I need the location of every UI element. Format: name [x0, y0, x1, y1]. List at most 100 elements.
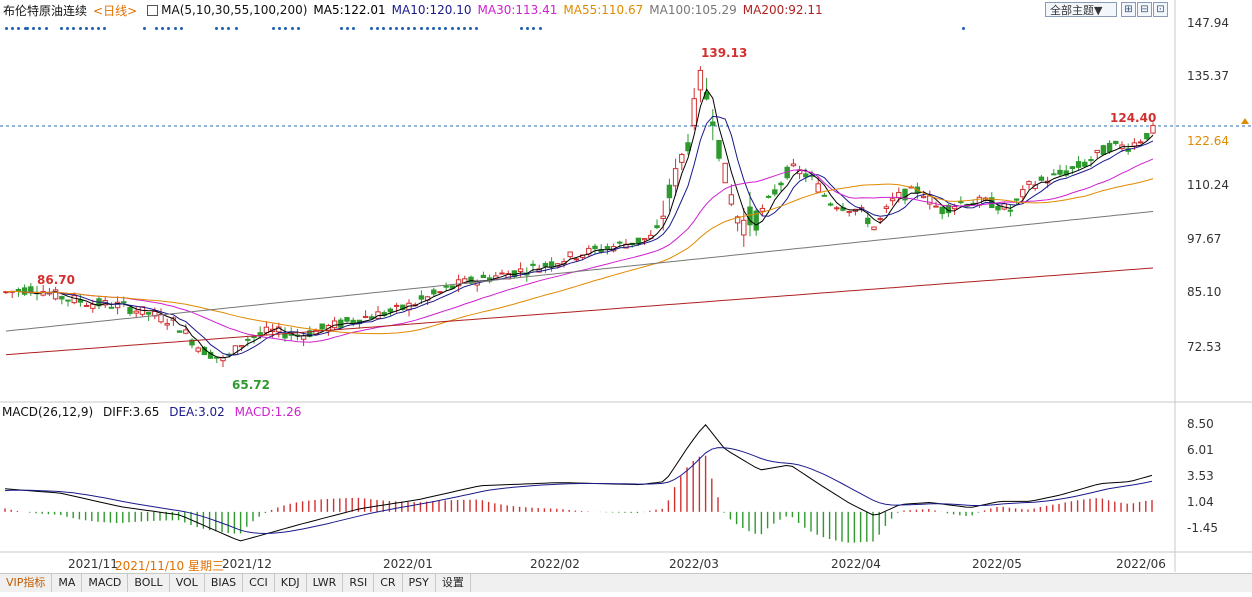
event-dot[interactable] [26, 27, 29, 30]
event-dot[interactable] [290, 27, 294, 30]
event-dot[interactable] [532, 27, 536, 30]
event-dot[interactable] [60, 27, 63, 30]
tab-vip[interactable]: VIP指标 [0, 574, 53, 592]
event-dot[interactable] [66, 27, 70, 30]
event-dot[interactable] [296, 27, 300, 30]
x-label: 2022/02 [530, 557, 580, 571]
event-dot[interactable] [78, 27, 82, 30]
macd-dea-line [4, 447, 1153, 535]
event-dot[interactable] [413, 27, 417, 30]
event-dot[interactable] [376, 27, 380, 30]
event-dot[interactable] [91, 27, 94, 30]
event-dot[interactable] [179, 27, 183, 30]
event-dot[interactable] [352, 27, 356, 30]
tab-lwr[interactable]: LWR [307, 574, 344, 592]
event-dot[interactable] [32, 27, 36, 30]
event-dot[interactable] [407, 27, 411, 30]
event-dot[interactable] [161, 27, 165, 30]
event-dot[interactable] [962, 27, 965, 30]
candle-body [437, 291, 443, 294]
layout-icon[interactable]: ⊟ [1137, 2, 1152, 17]
event-dot[interactable] [370, 27, 373, 30]
grid-view-icon[interactable]: ⊞ [1121, 2, 1136, 17]
x-label: 2022/06 [1116, 557, 1166, 571]
event-dot[interactable] [394, 27, 398, 30]
event-dot[interactable] [419, 27, 423, 30]
candle-body [710, 121, 716, 126]
theme-dropdown[interactable]: 全部主题▼ [1045, 2, 1117, 17]
event-dot[interactable] [221, 27, 225, 30]
event-dot[interactable] [173, 27, 177, 30]
event-dot[interactable] [167, 27, 171, 30]
event-dot[interactable] [227, 27, 231, 30]
event-dot[interactable] [456, 27, 460, 30]
event-dot[interactable] [23, 27, 27, 30]
candle-body [672, 168, 679, 187]
tab-boll[interactable]: BOLL [128, 574, 170, 592]
candle-body [65, 299, 71, 302]
event-dot[interactable] [84, 27, 88, 30]
event-dot[interactable] [235, 27, 238, 30]
tab-bias[interactable]: BIAS [205, 574, 244, 592]
event-dot[interactable] [11, 27, 15, 30]
event-dot[interactable] [72, 27, 76, 30]
event-dot[interactable] [17, 27, 21, 30]
candle-body [114, 301, 121, 309]
candle-body [189, 339, 195, 346]
event-dot[interactable] [538, 27, 542, 30]
event-dot[interactable] [388, 27, 392, 30]
tab-kdj[interactable]: KDJ [275, 574, 307, 592]
event-dot[interactable] [284, 27, 288, 30]
candle-body [1007, 209, 1014, 212]
tab-cci[interactable]: CCI [243, 574, 275, 592]
event-dot[interactable] [475, 27, 479, 30]
event-dot[interactable] [526, 27, 530, 30]
event-dot[interactable] [143, 27, 146, 30]
tab-ma[interactable]: MA [52, 574, 83, 592]
event-dot[interactable] [272, 27, 275, 30]
tab-settings[interactable]: 设置 [436, 574, 471, 592]
event-dot[interactable] [38, 27, 42, 30]
event-dot[interactable] [5, 27, 8, 30]
ma-checkbox-icon[interactable] [147, 4, 159, 16]
candle-body [877, 217, 883, 220]
event-dot[interactable] [463, 27, 466, 30]
tab-cr[interactable]: CR [374, 574, 403, 592]
event-dot[interactable] [450, 27, 454, 30]
event-dot[interactable] [382, 27, 386, 30]
event-dot[interactable] [278, 27, 282, 30]
ma55-value: MA55:110.67 [563, 3, 644, 17]
event-dot[interactable] [103, 27, 107, 30]
event-dot[interactable] [438, 27, 442, 30]
event-dot[interactable] [155, 27, 158, 30]
ma100-line [5, 210, 1154, 332]
event-dot[interactable] [401, 27, 404, 30]
candle-body [871, 226, 877, 231]
price-tick: 97.67 [1187, 232, 1221, 246]
event-dot[interactable] [520, 27, 523, 30]
event-dot[interactable] [97, 27, 101, 30]
event-dot[interactable] [346, 27, 350, 30]
event-dot[interactable] [432, 27, 435, 30]
candle-body [691, 98, 697, 126]
tab-rsi[interactable]: RSI [343, 574, 375, 592]
event-dot[interactable] [215, 27, 218, 30]
tab-psy[interactable]: PSY [403, 574, 436, 592]
candle-body [3, 291, 9, 294]
candle-body [499, 272, 505, 275]
candle-body [542, 262, 549, 267]
settings-icon[interactable]: ⊡ [1153, 2, 1168, 17]
candle-body [834, 207, 840, 210]
event-dot[interactable] [44, 27, 48, 30]
period-label[interactable]: <日线> [93, 3, 138, 18]
tab-macd[interactable]: MACD [82, 574, 129, 592]
event-dot[interactable] [444, 27, 448, 30]
event-dot[interactable] [469, 27, 473, 30]
event-dot[interactable] [425, 27, 429, 30]
candle-body [765, 195, 772, 198]
candle-body [52, 289, 59, 300]
x-label: 2022/05 [972, 557, 1022, 571]
tab-vol[interactable]: VOL [170, 574, 205, 592]
event-dot[interactable] [340, 27, 343, 30]
